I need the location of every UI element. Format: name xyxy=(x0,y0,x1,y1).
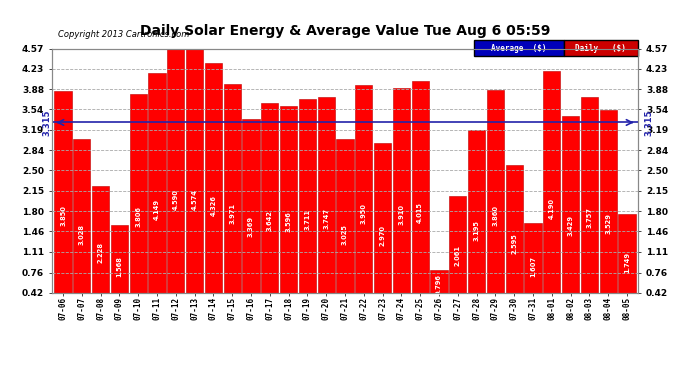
Bar xyxy=(581,96,598,292)
Bar xyxy=(242,119,259,292)
Text: 1.749: 1.749 xyxy=(624,252,630,273)
Bar xyxy=(449,196,466,292)
Text: 3.971: 3.971 xyxy=(229,203,235,224)
Bar xyxy=(562,116,579,292)
Text: 3.429: 3.429 xyxy=(568,215,573,236)
Text: 3.860: 3.860 xyxy=(493,205,498,226)
Text: 4.149: 4.149 xyxy=(154,199,160,220)
Text: 3.025: 3.025 xyxy=(342,224,348,245)
Text: 3.747: 3.747 xyxy=(323,208,329,229)
Text: 1.568: 1.568 xyxy=(117,256,122,278)
Text: 3.369: 3.369 xyxy=(248,216,254,237)
Bar xyxy=(393,87,410,292)
Bar xyxy=(506,165,523,292)
Text: 3.315: 3.315 xyxy=(42,109,51,136)
Bar xyxy=(299,99,316,292)
Text: 3.806: 3.806 xyxy=(135,206,141,227)
Text: 4.574: 4.574 xyxy=(192,189,197,210)
Bar xyxy=(130,94,147,292)
Bar xyxy=(317,97,335,292)
Bar xyxy=(186,48,204,292)
Bar xyxy=(618,214,635,292)
Text: 3.642: 3.642 xyxy=(267,210,273,231)
Text: 2.595: 2.595 xyxy=(511,234,518,254)
Bar xyxy=(92,186,109,292)
Bar xyxy=(336,140,354,292)
Text: 3.195: 3.195 xyxy=(473,220,480,241)
Text: Copyright 2013 Cartronics.com: Copyright 2013 Cartronics.com xyxy=(58,30,189,39)
Bar xyxy=(55,91,72,292)
Bar xyxy=(167,48,184,292)
Text: 3.850: 3.850 xyxy=(60,206,66,226)
Bar xyxy=(543,71,560,292)
Bar xyxy=(486,90,504,292)
Bar xyxy=(111,225,128,292)
Bar xyxy=(148,74,166,292)
Bar xyxy=(431,270,448,292)
Bar xyxy=(73,140,90,292)
Bar xyxy=(355,85,373,292)
Text: 2.061: 2.061 xyxy=(455,245,461,266)
Text: 0.796: 0.796 xyxy=(436,274,442,295)
Text: 1.607: 1.607 xyxy=(530,255,536,276)
Bar xyxy=(280,106,297,292)
Bar xyxy=(261,103,279,292)
Text: 4.190: 4.190 xyxy=(549,198,555,219)
Bar xyxy=(205,63,222,292)
Text: 3.910: 3.910 xyxy=(398,204,404,225)
Text: 2.970: 2.970 xyxy=(380,225,386,246)
Text: 4.015: 4.015 xyxy=(417,202,423,223)
Text: 3.529: 3.529 xyxy=(605,213,611,234)
Bar xyxy=(411,81,429,292)
Text: 3.028: 3.028 xyxy=(79,224,85,245)
Text: 3.711: 3.711 xyxy=(304,209,310,230)
Text: 2.228: 2.228 xyxy=(97,242,104,262)
Text: 3.757: 3.757 xyxy=(586,208,593,228)
Title: Daily Solar Energy & Average Value Tue Aug 6 05:59: Daily Solar Energy & Average Value Tue A… xyxy=(140,24,550,38)
Bar xyxy=(468,129,485,292)
Text: 3.596: 3.596 xyxy=(286,211,292,232)
Bar xyxy=(524,223,542,292)
Text: 4.326: 4.326 xyxy=(210,195,217,216)
Bar xyxy=(224,84,241,292)
Text: 3.950: 3.950 xyxy=(361,203,367,224)
Bar xyxy=(374,143,391,292)
Text: 3.315: 3.315 xyxy=(644,109,653,136)
Text: 4.590: 4.590 xyxy=(172,189,179,210)
Bar xyxy=(600,110,617,292)
